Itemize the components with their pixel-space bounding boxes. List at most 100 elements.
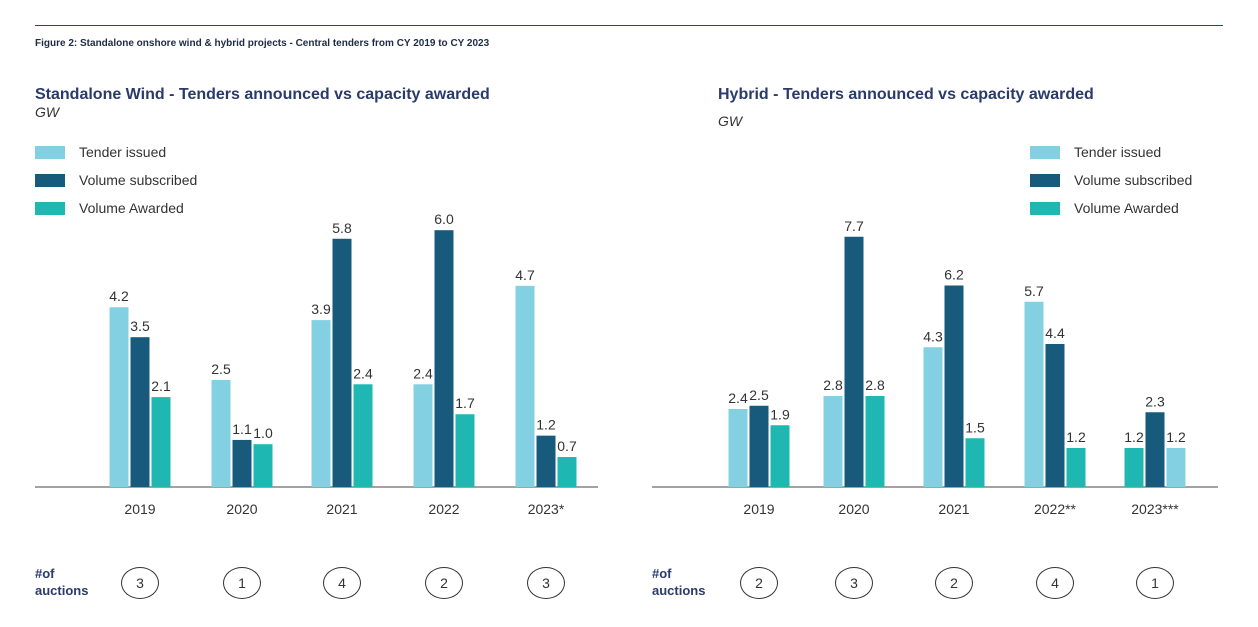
chart-unit: GW [35, 104, 60, 120]
data-label-volume-awarded-2020: 2.8 [865, 377, 885, 393]
chart-title: Standalone Wind - Tenders announced vs c… [35, 86, 490, 103]
legend-swatch-volume-awarded [1030, 201, 1060, 215]
legend-swatch-volume-awarded [35, 201, 65, 215]
auction-count-circle: 1 [1136, 567, 1174, 599]
legend-swatch-volume-subscribed [1030, 173, 1060, 187]
auction-count-circle: 1 [223, 567, 261, 599]
bar-tender-issued-2022 [413, 384, 433, 487]
data-label-volume-awarded-2021: 1.5 [965, 419, 985, 435]
x-tick-label: 2020 [838, 501, 869, 517]
data-label-tender-issued-2022: 5.7 [1024, 283, 1044, 299]
data-label-volume-subscribed-2022: 4.4 [1045, 325, 1065, 341]
auction-count-circle: 4 [323, 567, 361, 599]
legend-label: Volume subscribed [1074, 172, 1193, 188]
bar-volume-subscribed-2021 [944, 285, 964, 487]
legend-swatch-tender-issued [1030, 145, 1060, 159]
auctions-label: #of auctions [35, 565, 88, 599]
x-tick-label: 2021 [938, 501, 969, 517]
auctions-label: #of auctions [652, 565, 705, 599]
auction-count-circle: 4 [1036, 567, 1074, 599]
bar-tender-issued-2020 [823, 396, 843, 487]
bar-volume-subscribed-2019 [130, 337, 150, 487]
bar-tender-issued-2022 [1024, 301, 1044, 487]
data-label-volume-subscribed-2022: 6.0 [434, 211, 454, 227]
chart-title: Hybrid - Tenders announced vs capacity a… [718, 86, 1094, 103]
legend-item-volume-awarded: Volume Awarded [35, 199, 184, 217]
auctions-label-line: auctions [652, 583, 706, 598]
auctions-label-line: #of [652, 566, 672, 581]
data-label-volume-subscribed-2019: 3.5 [130, 318, 150, 334]
x-tick-label: 2019 [743, 501, 774, 517]
auction-count-circle: 3 [527, 567, 565, 599]
data-label-volume-subscribed-2019: 2.5 [749, 387, 769, 403]
bar-tender-issued-2019 [728, 409, 748, 487]
legend-swatch-volume-subscribed [35, 173, 65, 187]
x-tick-label: 2020 [226, 501, 257, 517]
auction-count-circle: 2 [740, 567, 778, 599]
data-label-volume-awarded-2022: 1.2 [1066, 429, 1086, 445]
data-label-volume-subscribed-2023: 2.3 [1145, 393, 1165, 409]
bar-tender-issued-2021 [311, 320, 331, 487]
bar-tender-issued-2023 [515, 285, 535, 487]
legend-item-volume-subscribed: Volume subscribed [35, 171, 197, 189]
legend-item-volume-subscribed: Volume subscribed [1030, 171, 1192, 189]
legend-item-tender-issued: Tender issued [35, 143, 166, 161]
data-label-tender-issued-2020: 2.5 [211, 361, 231, 377]
bar-volume-subscribed-2021 [332, 238, 352, 487]
legend-swatch-tender-issued [35, 145, 65, 159]
data-label-tender-issued-2023: 1.2 [1166, 429, 1186, 445]
legend-label: Volume Awarded [1074, 200, 1179, 216]
bar-volume-awarded-2022 [1066, 448, 1086, 487]
data-label-volume-awarded-2019: 1.9 [770, 406, 790, 422]
data-label-tender-issued-2022: 2.4 [413, 365, 433, 381]
data-label-volume-awarded-2022: 1.7 [455, 395, 475, 411]
data-label-tender-issued-2019: 4.2 [109, 288, 129, 304]
x-tick-label: 2023*** [1131, 501, 1179, 517]
bar-volume-subscribed-2023 [1145, 412, 1165, 487]
bar-volume-subscribed-2020 [844, 236, 864, 487]
data-label-volume-awarded-2021: 2.4 [353, 365, 373, 381]
auction-count-circle: 3 [835, 567, 873, 599]
bar-volume-awarded-2021 [353, 384, 373, 487]
x-tick-label: 2022** [1034, 501, 1077, 517]
legend-item-tender-issued: Tender issued [1030, 143, 1161, 161]
data-label-volume-subscribed-2023: 1.2 [536, 417, 556, 433]
bar-volume-subscribed-2022 [1045, 344, 1065, 487]
bar-volume-subscribed-2019 [749, 405, 769, 487]
auction-count-circle: 2 [425, 567, 463, 599]
bar-tender-issued-2023 [1166, 448, 1186, 487]
data-label-volume-subscribed-2021: 6.2 [944, 267, 964, 283]
bar-volume-subscribed-2023 [536, 435, 556, 487]
top-rule [35, 25, 1223, 26]
x-tick-label: 2022 [428, 501, 459, 517]
legend-item-volume-awarded: Volume Awarded [1030, 199, 1179, 217]
legend-label: Tender issued [79, 144, 167, 160]
figure-caption: Figure 2: Standalone onshore wind & hybr… [35, 38, 490, 49]
bar-volume-awarded-2023 [557, 457, 577, 487]
data-label-tender-issued-2021: 4.3 [923, 328, 943, 344]
x-tick-label: 2019 [124, 501, 155, 517]
auction-count-circle: 3 [121, 567, 159, 599]
data-label-tender-issued-2020: 2.8 [823, 377, 843, 393]
data-label-tender-issued-2021: 3.9 [311, 301, 331, 317]
bar-volume-awarded-2023 [1124, 448, 1144, 487]
data-label-volume-subscribed-2020: 1.1 [232, 421, 252, 437]
auctions-label-line: auctions [35, 583, 89, 598]
bar-chart-0: 4.23.5 2.1 2019 2.5 1.1 1.0 2020 3.9 5.8 2.4 2021 2… [35, 211, 598, 517]
x-tick-label: 2023* [528, 501, 565, 517]
data-label-volume-subscribed-2020: 7.7 [844, 218, 864, 234]
chart-unit: GW [718, 113, 743, 129]
legend-label: Tender issued [1074, 144, 1162, 160]
bar-volume-awarded-2019 [770, 425, 790, 487]
legend-label: Volume subscribed [79, 172, 198, 188]
bar-volume-awarded-2020 [865, 396, 885, 487]
x-tick-label: 2021 [326, 501, 357, 517]
data-label-volume-subscribed-2021: 5.8 [332, 220, 352, 236]
bar-volume-subscribed-2020 [232, 439, 252, 487]
bar-volume-awarded-2021 [965, 438, 985, 487]
bar-tender-issued-2019 [109, 307, 129, 487]
bar-volume-awarded-2020 [253, 444, 273, 487]
bar-tender-issued-2021 [923, 347, 943, 487]
bar-volume-awarded-2022 [455, 414, 475, 487]
